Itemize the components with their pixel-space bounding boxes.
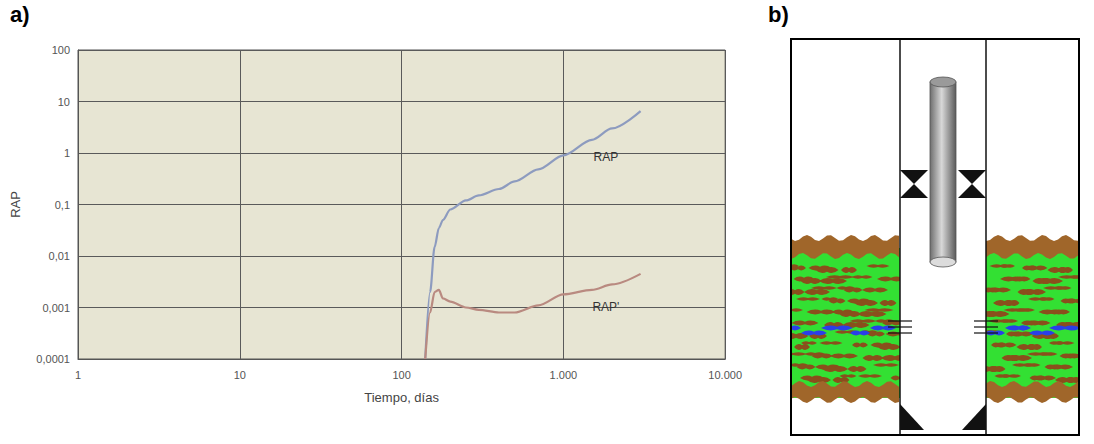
svg-text:0,001: 0,001 [42, 302, 70, 314]
svg-text:1: 1 [75, 369, 81, 381]
svg-text:1.000: 1.000 [550, 369, 578, 381]
svg-text:RAP': RAP' [592, 300, 619, 314]
svg-text:Tiempo, días: Tiempo, días [364, 390, 439, 405]
html-text:b): b) [768, 2, 789, 27]
svg-text:10.000: 10.000 [708, 369, 742, 381]
svg-text:10: 10 [58, 96, 70, 108]
svg-text:0,0001: 0,0001 [36, 353, 70, 365]
svg-text:1: 1 [64, 147, 70, 159]
svg-text:10: 10 [234, 369, 246, 381]
svg-text:100: 100 [392, 369, 410, 381]
svg-text:0,01: 0,01 [49, 250, 70, 262]
svg-text:100: 100 [52, 44, 70, 56]
svg-text:0,1: 0,1 [55, 199, 70, 211]
svg-text:RAP: RAP [594, 150, 619, 164]
svg-text:RAP: RAP [8, 191, 23, 218]
html-text:a): a) [10, 2, 30, 27]
